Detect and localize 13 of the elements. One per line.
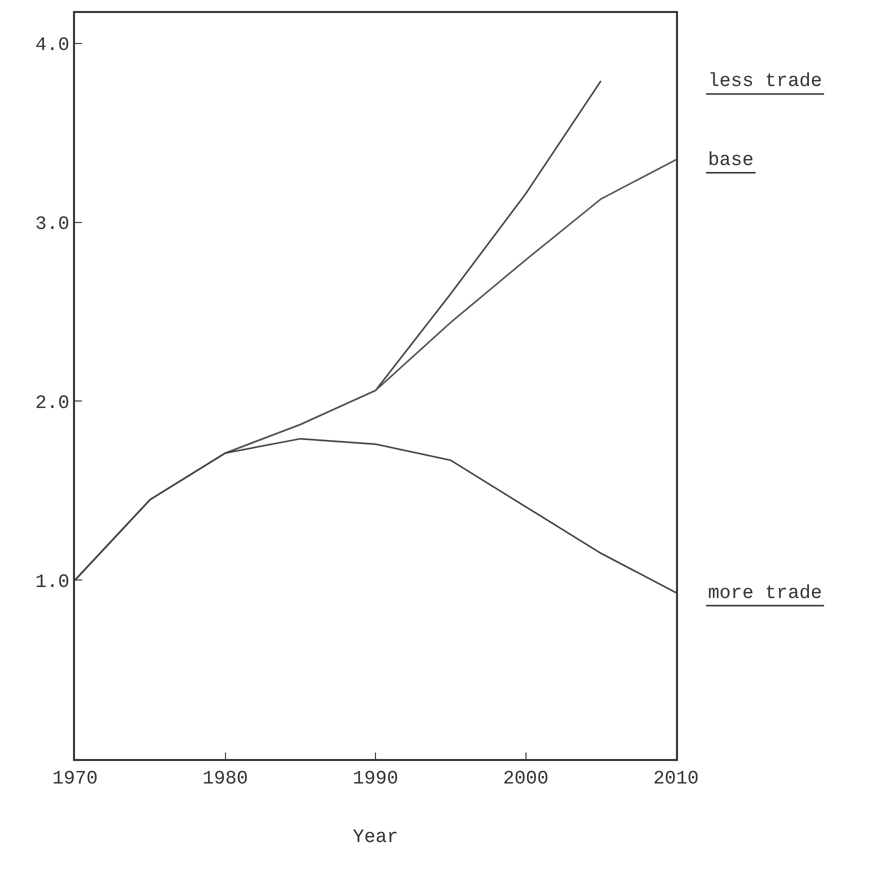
y-tick-label: 3.0	[35, 212, 70, 235]
x-tick-label: 1970	[52, 768, 98, 790]
x-tick-label: 2000	[502, 768, 549, 790]
y-tick-label: 2.0	[35, 392, 70, 414]
series-label: base	[708, 149, 754, 171]
y-tick-label: 1.0	[35, 570, 70, 593]
x-tick-label: 1990	[352, 768, 398, 790]
series-label: more trade	[708, 582, 822, 604]
x-axis-title: Year	[352, 826, 398, 848]
text: less trade	[708, 70, 822, 92]
x-tick-label: 2010	[653, 768, 699, 790]
x-tick-label: 1980	[202, 768, 248, 790]
y-tick-label: 4.0	[35, 34, 70, 56]
